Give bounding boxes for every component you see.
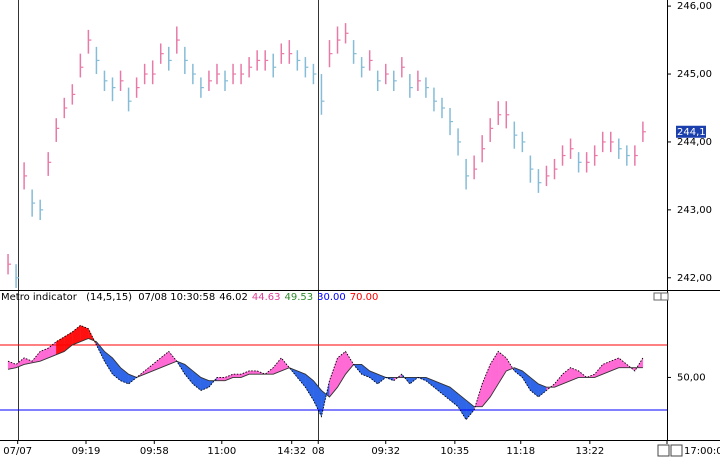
x-tick-label: 11:18 bbox=[506, 446, 535, 457]
zoom-button[interactable] bbox=[670, 444, 683, 457]
y-tick-label: 242,00 bbox=[677, 273, 712, 284]
x-tick-label: 07/07 bbox=[3, 446, 32, 457]
y-tick-label: 245,00 bbox=[677, 69, 712, 80]
readout-value: 30.00 bbox=[317, 292, 346, 303]
indicator-params: (14,5,15) bbox=[86, 292, 132, 303]
x-tick-label: 08 bbox=[312, 446, 325, 457]
x-tick-label: 10:35 bbox=[440, 446, 469, 457]
minimize-button[interactable] bbox=[653, 292, 662, 301]
x-tick-label: 11:00 bbox=[207, 446, 236, 457]
x-tick-label: 09:19 bbox=[72, 446, 101, 457]
indicator-title: Metro indicator bbox=[1, 292, 78, 303]
x-tick-label: 13:22 bbox=[575, 446, 604, 457]
fill-band bbox=[248, 370, 258, 375]
draw-tool-button[interactable] bbox=[657, 444, 670, 457]
y-tick-label: 246,00 bbox=[677, 1, 712, 12]
readout-value: 44.63 bbox=[252, 292, 281, 303]
maximize-button[interactable] bbox=[660, 292, 669, 301]
fill-band bbox=[232, 374, 242, 378]
last-price-label: 244,15 bbox=[677, 127, 712, 138]
slow-line bbox=[7, 337, 643, 408]
y-tick-label: 50,00 bbox=[677, 372, 706, 383]
fill-band bbox=[216, 377, 226, 381]
x-tick-label: 09:32 bbox=[371, 446, 400, 457]
last-price-box bbox=[676, 125, 706, 138]
indicator-header: Metro indicator (14,5,15) 07/08 10:30:58… bbox=[1, 292, 378, 303]
readout-value: 49.53 bbox=[284, 292, 313, 303]
x-tick-label: 17:00:00 bbox=[684, 446, 720, 457]
indicator-timestamp: 07/08 10:30:58 bbox=[138, 292, 215, 303]
y-tick-label: 243,00 bbox=[677, 205, 712, 216]
y-tick-label: 244,00 bbox=[677, 137, 712, 148]
readout-value: 70.00 bbox=[350, 292, 379, 303]
x-tick-label: 14:32 bbox=[277, 446, 306, 457]
fast-line bbox=[7, 324, 644, 421]
readout-value: 46.02 bbox=[219, 292, 248, 303]
x-tick-label: 09:58 bbox=[140, 446, 169, 457]
